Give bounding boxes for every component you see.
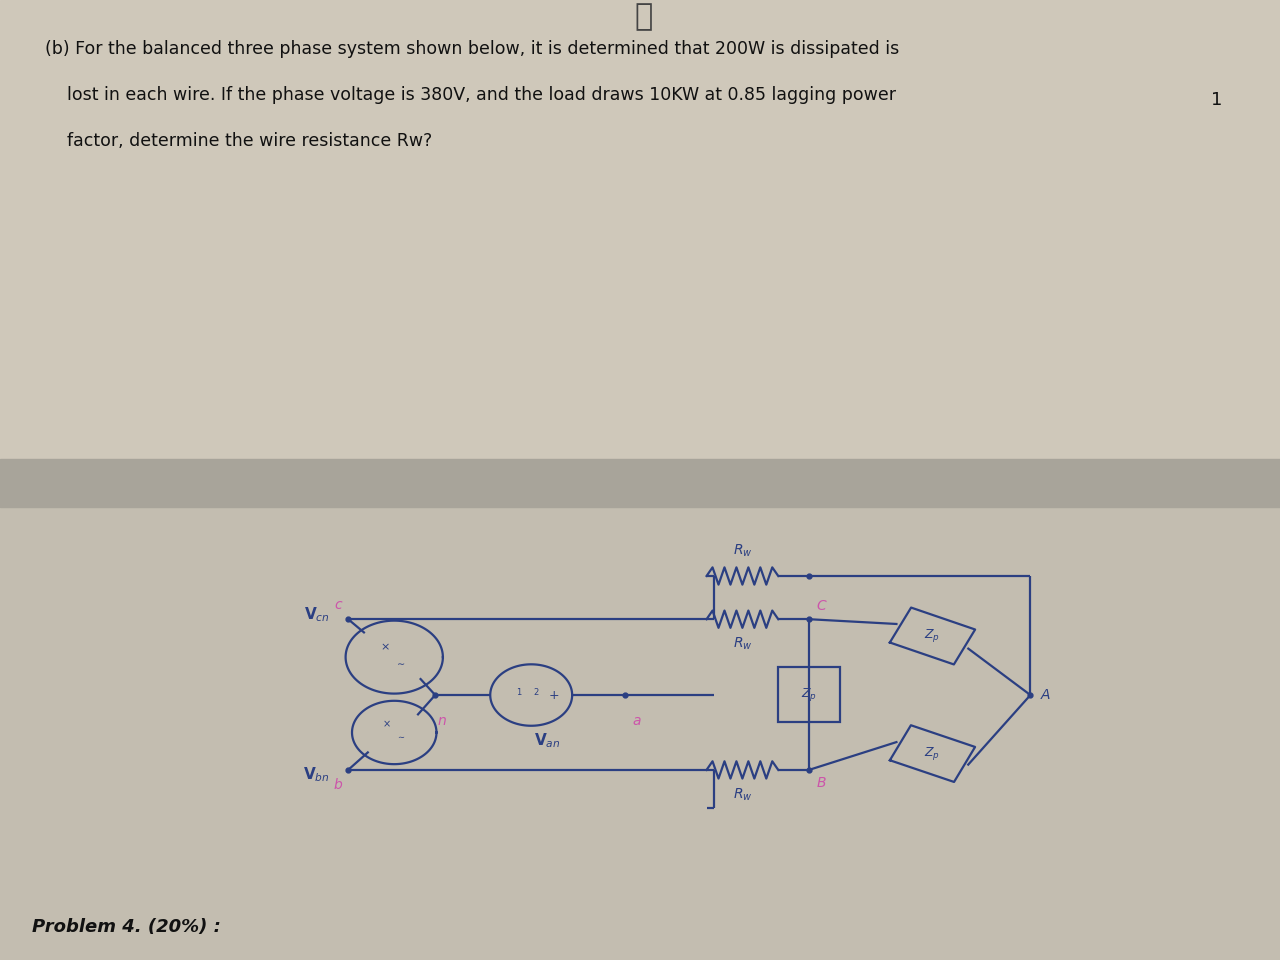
Text: $Z_p$: $Z_p$ — [924, 628, 941, 644]
Text: 2: 2 — [534, 687, 539, 697]
Text: $\times$: $\times$ — [380, 642, 390, 653]
Text: C: C — [817, 599, 827, 613]
Text: +: + — [549, 688, 559, 702]
Text: n: n — [438, 714, 447, 729]
Text: b: b — [333, 778, 342, 792]
Text: $\sim$: $\sim$ — [396, 657, 406, 667]
Text: Problem 4. (20%) :: Problem 4. (20%) : — [32, 918, 221, 936]
Bar — [0, 480, 1280, 960]
Text: $Z_p$: $Z_p$ — [801, 686, 817, 703]
Bar — [0, 0, 1280, 480]
Text: A: A — [1041, 688, 1050, 702]
Text: a: a — [632, 714, 641, 729]
Text: 1: 1 — [1211, 91, 1222, 109]
Text: $\sim$: $\sim$ — [396, 732, 406, 741]
Text: ⏚: ⏚ — [635, 2, 653, 31]
Text: 1: 1 — [516, 687, 521, 697]
Text: c: c — [334, 597, 342, 612]
Text: $R_w$: $R_w$ — [732, 636, 753, 652]
Text: $R_w$: $R_w$ — [732, 542, 753, 559]
Text: B: B — [817, 776, 826, 790]
Text: $\times$: $\times$ — [383, 719, 390, 729]
Text: factor, determine the wire resistance Rw?: factor, determine the wire resistance Rw… — [45, 132, 433, 151]
Text: $\mathbf{V}_{cn}$: $\mathbf{V}_{cn}$ — [305, 605, 330, 624]
Text: $\mathbf{V}_{an}$: $\mathbf{V}_{an}$ — [534, 732, 561, 750]
Bar — [0, 459, 1280, 507]
Text: (b) For the balanced three phase system shown below, it is determined that 200W : (b) For the balanced three phase system … — [45, 40, 899, 59]
Text: $Z_p$: $Z_p$ — [924, 745, 941, 762]
Text: $R_w$: $R_w$ — [732, 786, 753, 803]
Text: $\mathbf{V}_{bn}$: $\mathbf{V}_{bn}$ — [303, 765, 330, 784]
Bar — [778, 666, 840, 723]
Text: lost in each wire. If the phase voltage is 380V, and the load draws 10KW at 0.85: lost in each wire. If the phase voltage … — [45, 86, 896, 105]
